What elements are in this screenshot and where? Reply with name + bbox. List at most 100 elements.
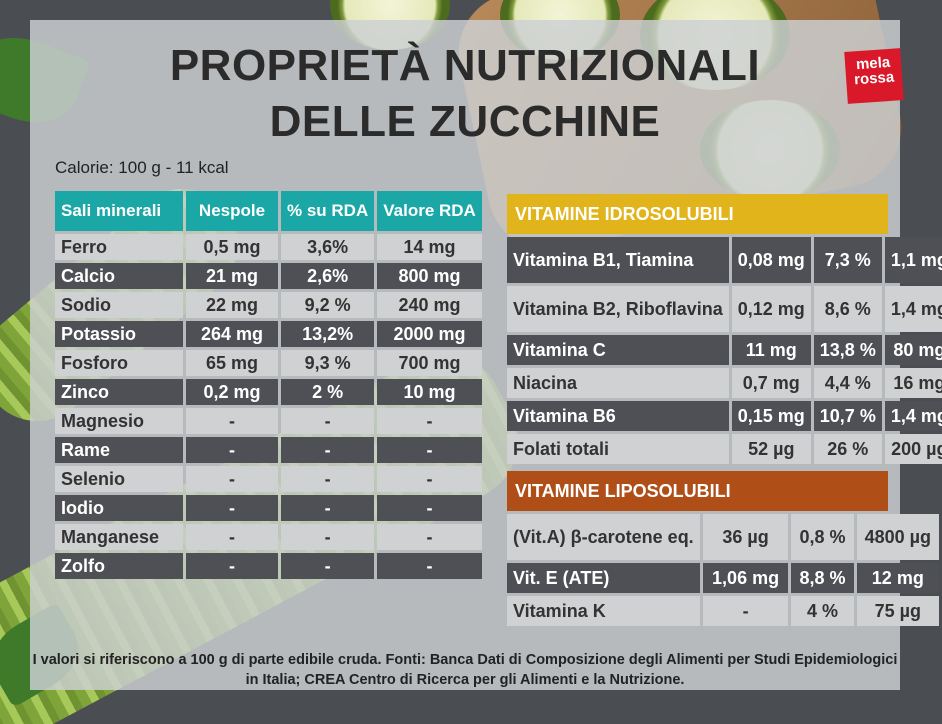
- row-name: Calcio: [55, 263, 183, 289]
- title-line-1: PROPRIETÀ NUTRIZIONALI: [169, 41, 761, 90]
- table-row: Calcio 21 mg 2,6% 800 mg: [55, 263, 482, 289]
- row-amount: 11 mg: [731, 335, 811, 365]
- row-rda-value: 800 mg: [377, 263, 482, 289]
- row-rda-percent: 2 %: [281, 379, 375, 405]
- minerals-table: Sali minerali Nespole % su RDA Valore RD…: [52, 188, 485, 582]
- row-name: Potassio: [55, 321, 183, 347]
- header-value: Nespole: [186, 191, 278, 231]
- row-rda-percent: 8,8 %: [791, 563, 854, 593]
- row-rda-value: 16 mg: [884, 368, 942, 398]
- row-rda-value: 2000 mg: [377, 321, 482, 347]
- row-amount: -: [186, 437, 278, 463]
- row-amount: 0,5 mg: [186, 234, 278, 260]
- row-rda-value: -: [377, 437, 482, 463]
- row-amount: 65 mg: [186, 350, 278, 376]
- row-amount: 0,12 mg: [731, 286, 811, 332]
- row-rda-percent: 4,4 %: [813, 368, 882, 398]
- page-title: PROPRIETÀ NUTRIZIONALI DELLE ZUCCHINE: [30, 38, 900, 150]
- table-row: Manganese - - -: [55, 524, 482, 550]
- table-row: Vitamina K-4 % 75 µg: [507, 596, 939, 626]
- row-amount: 0,2 mg: [186, 379, 278, 405]
- row-rda-value: 1,4 mg: [884, 286, 942, 332]
- row-rda-percent: 26 %: [813, 434, 882, 464]
- row-name: Iodio: [55, 495, 183, 521]
- row-amount: 0,7 mg: [731, 368, 811, 398]
- row-name: Rame: [55, 437, 183, 463]
- row-name: Vitamina K: [507, 596, 700, 626]
- row-name: Niacina: [507, 368, 729, 398]
- melarossa-logo: mela rossa: [844, 48, 904, 104]
- row-rda-value: 1,1 mg: [884, 237, 942, 283]
- calories-label: Calorie: 100 g - 11 kcal: [55, 158, 229, 177]
- row-rda-percent: 13,2%: [281, 321, 375, 347]
- row-name: Vitamina B6: [507, 401, 729, 431]
- row-amount: -: [186, 408, 278, 434]
- table-row: Vit. E (ATE) 1,06 mg 8,8 % 12 mg: [507, 563, 939, 593]
- row-rda-percent: -: [281, 495, 375, 521]
- header-minerals: Sali minerali: [55, 191, 183, 231]
- row-name: Selenio: [55, 466, 183, 492]
- table-row: Rame - - -: [55, 437, 482, 463]
- row-rda-percent: 7,3 %: [813, 237, 882, 283]
- row-name: Vit. E (ATE): [507, 563, 700, 593]
- row-name: Manganese: [55, 524, 183, 550]
- table-row: Magnesio - - -: [55, 408, 482, 434]
- row-name: Folati totali: [507, 434, 729, 464]
- minerals-header-row: Sali minerali Nespole % su RDA Valore RD…: [55, 191, 482, 231]
- row-name: Ferro: [55, 234, 183, 260]
- row-name: Vitamina C: [507, 335, 729, 365]
- logo-line-2: rossa: [853, 68, 895, 89]
- row-rda-percent: 9,3 %: [281, 350, 375, 376]
- row-rda-value: 12 mg: [856, 563, 939, 593]
- row-rda-value: -: [377, 553, 482, 579]
- table-row: Fosforo 65 mg 9,3 % 700 mg: [55, 350, 482, 376]
- fat-soluble-vitamins-table: (Vit.A) β-carotene eq. 36 µg 0,8 % 4800 µg V…: [504, 511, 942, 629]
- title-line-2: DELLE ZUCCHINE: [269, 97, 661, 146]
- water-soluble-vitamins-header: VITAMINE IDROSOLUBILI: [507, 194, 888, 234]
- row-rda-value: 700 mg: [377, 350, 482, 376]
- row-name: Zinco: [55, 379, 183, 405]
- row-amount: 0,08 mg: [731, 237, 811, 283]
- row-name: Fosforo: [55, 350, 183, 376]
- row-name: (Vit.A) β-carotene eq.: [507, 514, 700, 560]
- row-rda-value: -: [377, 495, 482, 521]
- row-rda-value: -: [377, 466, 482, 492]
- table-row: Zolfo - - -: [55, 553, 482, 579]
- table-row: Sodio 22 mg 9,2 % 240 mg: [55, 292, 482, 318]
- row-amount: 52 µg: [731, 434, 811, 464]
- row-rda-value: 1,4 mg: [884, 401, 942, 431]
- header-rda-percent: % su RDA: [281, 191, 375, 231]
- row-amount: -: [186, 553, 278, 579]
- row-name: Zolfo: [55, 553, 183, 579]
- fat-soluble-vitamins-header: VITAMINE LIPOSOLUBILI: [507, 471, 888, 511]
- row-rda-value: 75 µg: [856, 596, 939, 626]
- row-name: Sodio: [55, 292, 183, 318]
- row-name: Vitamina B1, Tiamina: [507, 237, 729, 283]
- row-rda-value: 4800 µg: [856, 514, 939, 560]
- table-row: Niacina 0,7 mg 4,4 % 16 mg: [507, 368, 942, 398]
- row-rda-percent: 9,2 %: [281, 292, 375, 318]
- row-rda-percent: 4 %: [791, 596, 854, 626]
- row-rda-percent: 8,6 %: [813, 286, 882, 332]
- row-rda-percent: -: [281, 524, 375, 550]
- row-rda-value: -: [377, 408, 482, 434]
- row-amount: -: [186, 524, 278, 550]
- row-rda-percent: 3,6%: [281, 234, 375, 260]
- row-amount: 264 mg: [186, 321, 278, 347]
- row-rda-value: 14 mg: [377, 234, 482, 260]
- row-rda-value: 10 mg: [377, 379, 482, 405]
- row-rda-percent: 13,8 %: [813, 335, 882, 365]
- header-rda-value: Valore RDA: [377, 191, 482, 231]
- row-amount: 22 mg: [186, 292, 278, 318]
- row-rda-percent: 2,6%: [281, 263, 375, 289]
- row-amount: -: [186, 466, 278, 492]
- table-row: (Vit.A) β-carotene eq. 36 µg 0,8 % 4800 µg: [507, 514, 939, 560]
- row-name: Magnesio: [55, 408, 183, 434]
- row-amount: 0,15 mg: [731, 401, 811, 431]
- row-rda-value: 240 mg: [377, 292, 482, 318]
- row-rda-percent: -: [281, 437, 375, 463]
- table-row: Folati totali 52 µg 26 % 200 µg: [507, 434, 942, 464]
- table-row: Vitamina B2, Riboflavina 0,12 mg 8,6 % 1,4 …: [507, 286, 942, 332]
